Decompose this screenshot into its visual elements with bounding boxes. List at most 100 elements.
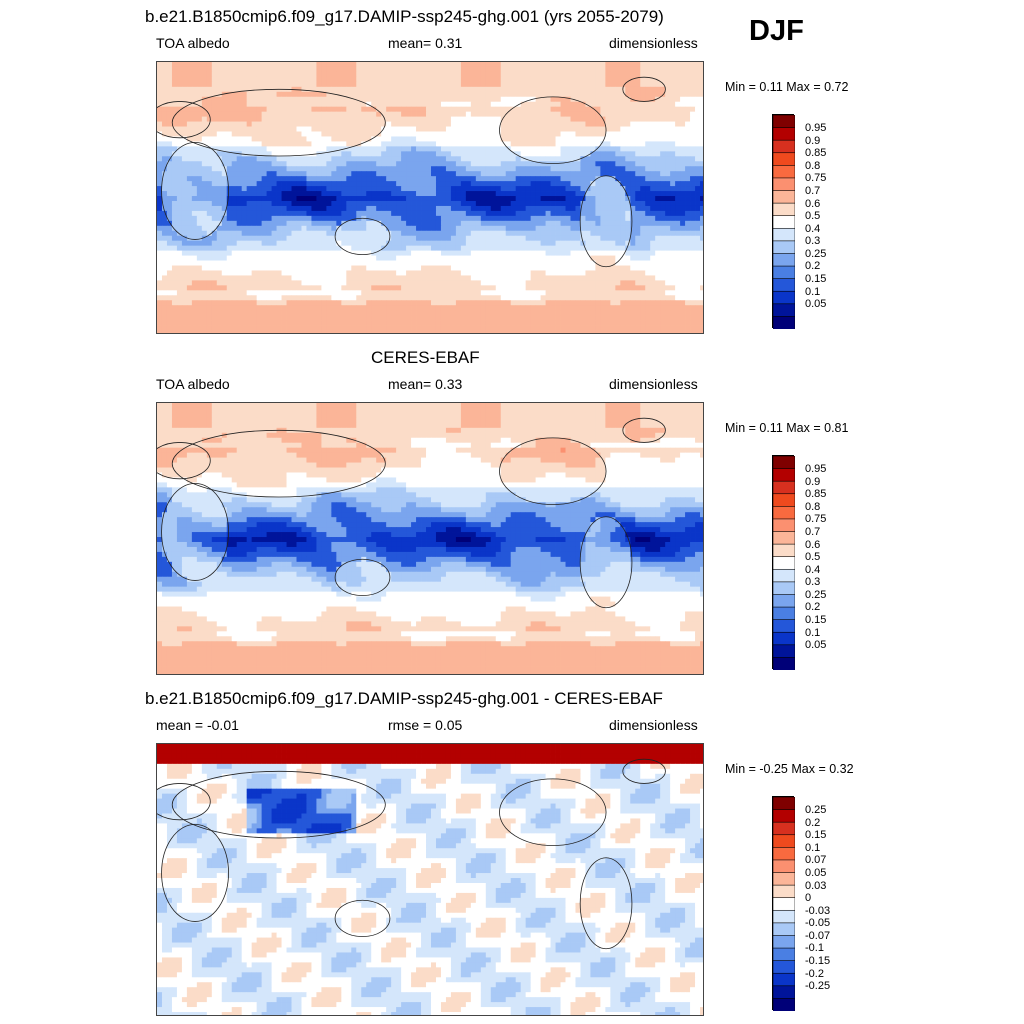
colorbar-swatch: [773, 240, 795, 255]
panel-right-label-model: dimensionless: [609, 35, 698, 51]
colorbar-tick-label: 0.15: [805, 273, 827, 286]
minmax-model: Min = 0.11 Max = 0.72: [725, 80, 849, 94]
colorbar-model: [772, 114, 795, 329]
colorbar-tick-label: 0: [805, 892, 812, 905]
colorbar-swatch: [773, 127, 795, 141]
colorbar-swatch: [773, 847, 795, 861]
colorbar-swatch: [773, 568, 795, 583]
colorbar-tick-label: 0.85: [805, 147, 827, 160]
colorbar-tick-label: 0.5: [805, 551, 821, 564]
colorbar-swatch: [773, 922, 795, 937]
colorbar-tick-label: -0.1: [805, 942, 824, 955]
colorbar-tick-label: 0.07: [805, 854, 827, 867]
colorbar-tick-label: 0.75: [805, 513, 827, 526]
colorbar-swatch: [773, 644, 795, 659]
colorbar-swatch: [773, 480, 795, 495]
colorbar-swatch: [773, 253, 795, 267]
coastline: [334, 558, 391, 597]
colorbar-swatch: [773, 531, 795, 545]
colorbar-swatch: [773, 303, 795, 318]
colorbar-tick-label: -0.15: [805, 955, 831, 968]
colorbar-swatch: [773, 506, 795, 520]
colorbar-tick-label: 0.2: [805, 260, 821, 273]
colorbar-obs: [772, 455, 795, 670]
colorbar-tick-label: 0.9: [805, 475, 821, 488]
coastline: [171, 88, 386, 157]
colorbar-swatch: [773, 960, 795, 975]
colorbar-swatch: [773, 834, 795, 849]
colorbar-tick-label: 0.05: [805, 298, 827, 311]
colorbar-swatch: [773, 998, 795, 1011]
colorbar-swatch: [773, 897, 795, 912]
panel-center-label-model: mean= 0.31: [388, 35, 463, 51]
season-label: DJF: [749, 15, 804, 47]
colorbar-swatch: [773, 316, 795, 329]
colorbar-tick-label: 0.2: [805, 601, 821, 614]
colorbar-tick-label: 0.25: [805, 247, 827, 260]
colorbar-tick-label: 0.7: [805, 184, 821, 197]
coastline: [622, 417, 666, 443]
panel-title-model: b.e21.B1850cmip6.f09_g17.DAMIP-ssp245-gh…: [145, 7, 664, 26]
colorbar-tick-label: 0.2: [805, 816, 821, 829]
colorbar-tick-label: 0.7: [805, 525, 821, 538]
coastline: [579, 175, 633, 268]
colorbar-tick-label: -0.25: [805, 980, 831, 993]
panel-right-label-obs: dimensionless: [609, 376, 698, 392]
coastline: [499, 778, 607, 847]
panel-left-label-diff: mean = -0.01: [156, 717, 239, 733]
colorbar-tick-label: 0.3: [805, 576, 821, 589]
colorbar-swatch: [773, 265, 795, 280]
colorbar-swatch: [773, 947, 795, 962]
coastline: [161, 141, 229, 240]
colorbar-tick-label: 0.5: [805, 210, 821, 223]
coastline: [499, 96, 607, 165]
colorbar-swatch: [773, 809, 795, 823]
colorbar-swatch: [773, 139, 795, 154]
colorbar-tick-label: 0.95: [805, 122, 827, 134]
coastline: [157, 101, 211, 139]
colorbar-tick-label: 0.8: [805, 159, 821, 172]
colorbar-tick-label: 0.3: [805, 235, 821, 248]
map-model: [156, 61, 704, 334]
coastline: [157, 442, 211, 480]
panel-center-label-obs: mean= 0.33: [388, 376, 463, 392]
colorbar-swatch: [773, 165, 795, 179]
colorbar-tick-label: 0.15: [805, 614, 827, 627]
panel-title-diff: b.e21.B1850cmip6.f09_g17.DAMIP-ssp245-gh…: [145, 689, 663, 708]
colorbar-swatch: [773, 493, 795, 508]
colorbar-tick-label: 0.8: [805, 500, 821, 513]
coastline: [171, 770, 386, 839]
colorbar-tick-label: 0.15: [805, 829, 827, 842]
colorbar-tick-label: 0.9: [805, 134, 821, 147]
map-obs: [156, 402, 704, 675]
panel-left-label-model: TOA albedo: [156, 35, 230, 51]
colorbar-tick-label: 0.95: [805, 463, 827, 475]
colorbar-diff: [772, 796, 795, 1011]
panel-right-label-diff: dimensionless: [609, 717, 698, 733]
colorbar-swatch: [773, 556, 795, 571]
colorbar-swatch: [773, 190, 795, 204]
colorbar-swatch: [773, 177, 795, 192]
colorbar-swatch: [773, 543, 795, 558]
colorbar-tick-label: -0.03: [805, 904, 831, 917]
coastline: [579, 857, 633, 950]
colorbar-swatch: [773, 468, 795, 482]
coastline: [622, 758, 666, 784]
coastline: [171, 429, 386, 498]
panel-title-obs: CERES-EBAF: [371, 348, 480, 367]
colorbar-tick-label: 0.6: [805, 538, 821, 551]
colorbar-swatch: [773, 115, 795, 129]
colorbar-swatch: [773, 797, 795, 811]
coastline: [334, 899, 391, 938]
coastline: [157, 783, 211, 821]
colorbar-swatch: [773, 935, 795, 949]
colorbar-tick-label: -0.05: [805, 917, 831, 930]
colorbar-swatch: [773, 215, 795, 230]
colorbar-tick-label: -0.07: [805, 929, 831, 942]
colorbar-swatch: [773, 152, 795, 167]
colorbar-swatch: [773, 631, 795, 646]
colorbar-tick-label: 0.25: [805, 588, 827, 601]
colorbar-tick-label: 0.1: [805, 285, 821, 298]
minmax-diff: Min = -0.25 Max = 0.32: [725, 762, 854, 776]
colorbar-swatch: [773, 872, 795, 886]
